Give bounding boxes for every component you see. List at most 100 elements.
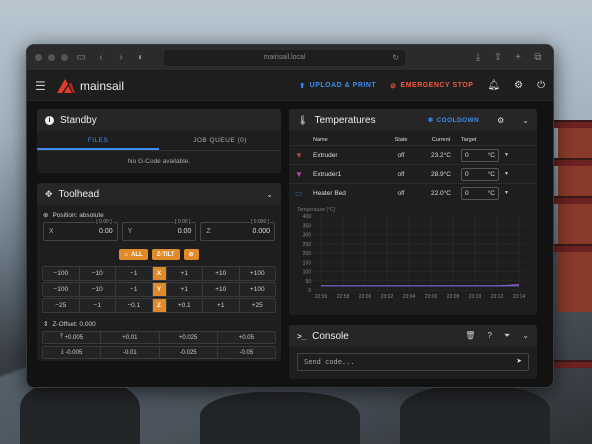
heater-name[interactable]: Extruder1 bbox=[313, 170, 342, 178]
x-tick-label: 23:04 bbox=[403, 294, 416, 300]
filter-icon[interactable]: ⏷ bbox=[503, 331, 511, 340]
heater-target-input[interactable]: 0 °C bbox=[461, 186, 499, 200]
new-tab-icon[interactable]: + bbox=[515, 52, 521, 63]
jog-plus-button[interactable]: +100 bbox=[239, 283, 275, 296]
jog-plus-button[interactable]: +1 bbox=[203, 299, 240, 312]
crosshair-icon: ⊕ bbox=[43, 212, 49, 219]
help-icon[interactable]: ? bbox=[487, 331, 492, 340]
console-title: Console bbox=[312, 330, 349, 342]
gear-icon[interactable]: ⚙ bbox=[497, 115, 505, 125]
z-offset-down-value: -0.005 bbox=[65, 349, 83, 356]
heater-name[interactable]: Heater Bed bbox=[313, 189, 346, 197]
preset-dropdown-icon[interactable]: ▼ bbox=[504, 152, 509, 158]
download-icon[interactable]: ⤓ bbox=[475, 52, 481, 63]
x-tick-label: 23:12 bbox=[491, 294, 504, 300]
back-icon[interactable]: ‹ bbox=[99, 52, 103, 63]
motors-off-button[interactable]: ⊘ bbox=[183, 249, 199, 260]
chevron-down-icon[interactable]: ⌄ bbox=[522, 115, 529, 125]
z-offset-up-button[interactable]: +0.05 bbox=[217, 332, 275, 343]
z-offset-down-button[interactable]: ⤓ -0.005 bbox=[43, 347, 102, 358]
z-offset-up-button[interactable]: ⤒ +0.005 bbox=[43, 332, 102, 343]
toolhead-panel: ✥ Toolhead ⌄ ⊕ Position: absolute [ 0.00… bbox=[37, 183, 281, 361]
trash-icon[interactable]: 🗑︎ bbox=[465, 331, 476, 340]
heater-target-unit: °C bbox=[487, 189, 495, 197]
send-icon[interactable]: ➤ bbox=[516, 357, 522, 367]
home-axis-button[interactable]: Z bbox=[152, 299, 167, 312]
jog-plus-button[interactable]: +25 bbox=[239, 299, 275, 312]
jog-plus-button[interactable]: +100 bbox=[239, 267, 275, 280]
forward-icon[interactable]: › bbox=[119, 52, 123, 63]
power-icon[interactable]: ⏻ bbox=[537, 80, 545, 91]
close-window-button[interactable] bbox=[35, 54, 42, 61]
y-tick-label: 250 bbox=[303, 242, 312, 248]
jog-plus-button[interactable]: +0.1 bbox=[166, 299, 203, 312]
z-offset-down-button[interactable]: -0.025 bbox=[159, 347, 218, 358]
jog-plus-button[interactable]: +1 bbox=[166, 267, 203, 280]
privacy-shield-icon[interactable]: ◐ bbox=[137, 52, 145, 63]
console-input[interactable]: Send code... ➤ bbox=[297, 353, 529, 371]
upload-print-button[interactable]: ⬆ UPLOAD & PRINT bbox=[299, 82, 376, 90]
tab-overview-icon[interactable]: ⧉ bbox=[534, 52, 542, 63]
menu-icon[interactable]: ☰ bbox=[35, 78, 46, 93]
x-position-field[interactable]: [ 0.00 ] X 0.00 bbox=[43, 219, 118, 241]
background-tree bbox=[200, 392, 360, 444]
settings-gears-icon[interactable]: ⚙ bbox=[514, 80, 524, 91]
preset-dropdown-icon[interactable]: ▼ bbox=[504, 190, 509, 196]
arrow-up-icon: ⤒ bbox=[60, 334, 65, 340]
chevron-down-icon[interactable]: ⌄ bbox=[522, 331, 529, 340]
tab-job-queue[interactable]: JOB QUEUE (0) bbox=[193, 137, 247, 144]
z-offset-up-button[interactable]: +0.025 bbox=[159, 332, 218, 343]
reload-icon[interactable]: ↻ bbox=[392, 53, 399, 62]
jog-minus-button[interactable]: −25 bbox=[43, 299, 80, 312]
x-position-value: 0.00 bbox=[99, 228, 113, 235]
y-position-field[interactable]: [ 0.00 ] Y 0.00 bbox=[121, 219, 197, 241]
jog-minus-button[interactable]: −100 bbox=[43, 283, 80, 296]
jog-minus-button[interactable]: −0.1 bbox=[116, 299, 153, 312]
z-offset-up-button[interactable]: +0.01 bbox=[101, 332, 160, 343]
heater-target-input[interactable]: 0 °C bbox=[461, 148, 499, 162]
emergency-stop-button[interactable]: ⊘ EMERGENCY STOP bbox=[390, 82, 473, 90]
minimize-window-button[interactable] bbox=[48, 54, 55, 61]
jog-plus-button[interactable]: +10 bbox=[203, 283, 240, 296]
x-tick-label: 22:56 bbox=[315, 294, 328, 300]
z-position-field[interactable]: [ 0.000 ] Z 0.000 bbox=[200, 219, 276, 241]
maximize-window-button[interactable] bbox=[61, 54, 68, 61]
heater-row: ▼ Extruder1 off 28.9°C 0 °C ▼ bbox=[289, 164, 537, 183]
browser-toolbar: ▭ ‹ › ◐ mainsail.local ↻ ⤓ ⇪ + ⧉ bbox=[27, 45, 553, 71]
notification-bell-icon[interactable]: 🔔︎ bbox=[487, 80, 501, 91]
heater-target-input[interactable]: 0 °C bbox=[461, 167, 499, 181]
heater-target-unit: °C bbox=[487, 151, 495, 159]
x-tick-label: 23:08 bbox=[447, 294, 460, 300]
jog-minus-button[interactable]: −10 bbox=[79, 283, 116, 296]
jog-minus-button[interactable]: −10 bbox=[79, 267, 116, 280]
cooldown-button[interactable]: ❄ COOLDOWN bbox=[428, 116, 479, 125]
jog-minus-button[interactable]: −100 bbox=[43, 267, 80, 280]
x-axis-label: X bbox=[49, 228, 54, 235]
upload-print-label: UPLOAD & PRINT bbox=[309, 82, 377, 89]
tab-files[interactable]: FILES bbox=[37, 131, 159, 150]
z-tilt-button[interactable]: Z-TILT bbox=[151, 249, 180, 260]
jog-minus-button[interactable]: −1 bbox=[79, 299, 116, 312]
z-offset-down-button[interactable]: -0.01 bbox=[101, 347, 160, 358]
home-all-button[interactable]: ⌂ ALL bbox=[119, 249, 148, 260]
preset-dropdown-icon[interactable]: ▼ bbox=[504, 171, 509, 177]
header-target: Target bbox=[461, 137, 477, 143]
y-position-raw: [ 0.00 ] bbox=[174, 219, 192, 225]
address-bar[interactable]: mainsail.local ↻ bbox=[164, 49, 405, 66]
z-offset-down-button[interactable]: -0.05 bbox=[217, 347, 275, 358]
sidebar-toggle-icon[interactable]: ▭ bbox=[76, 52, 86, 63]
mainsail-logo-icon bbox=[57, 78, 75, 93]
jog-row: −25 −1 −0.1 Z +0.1 +1 +25 bbox=[42, 298, 276, 313]
share-icon[interactable]: ⇪ bbox=[493, 52, 503, 63]
chevron-down-icon[interactable]: ⌄ bbox=[266, 189, 273, 199]
jog-minus-button[interactable]: −1 bbox=[116, 283, 153, 296]
jog-plus-button[interactable]: +10 bbox=[203, 267, 240, 280]
y-tick-label: 50 bbox=[305, 279, 311, 285]
toolhead-title: Toolhead bbox=[58, 188, 100, 200]
jog-minus-button[interactable]: −1 bbox=[116, 267, 153, 280]
heater-name[interactable]: Extruder bbox=[313, 151, 338, 159]
home-axis-button[interactable]: X bbox=[152, 267, 167, 280]
home-axis-button[interactable]: Y bbox=[152, 283, 167, 296]
x-tick-label: 23:02 bbox=[381, 294, 394, 300]
jog-plus-button[interactable]: +1 bbox=[166, 283, 203, 296]
